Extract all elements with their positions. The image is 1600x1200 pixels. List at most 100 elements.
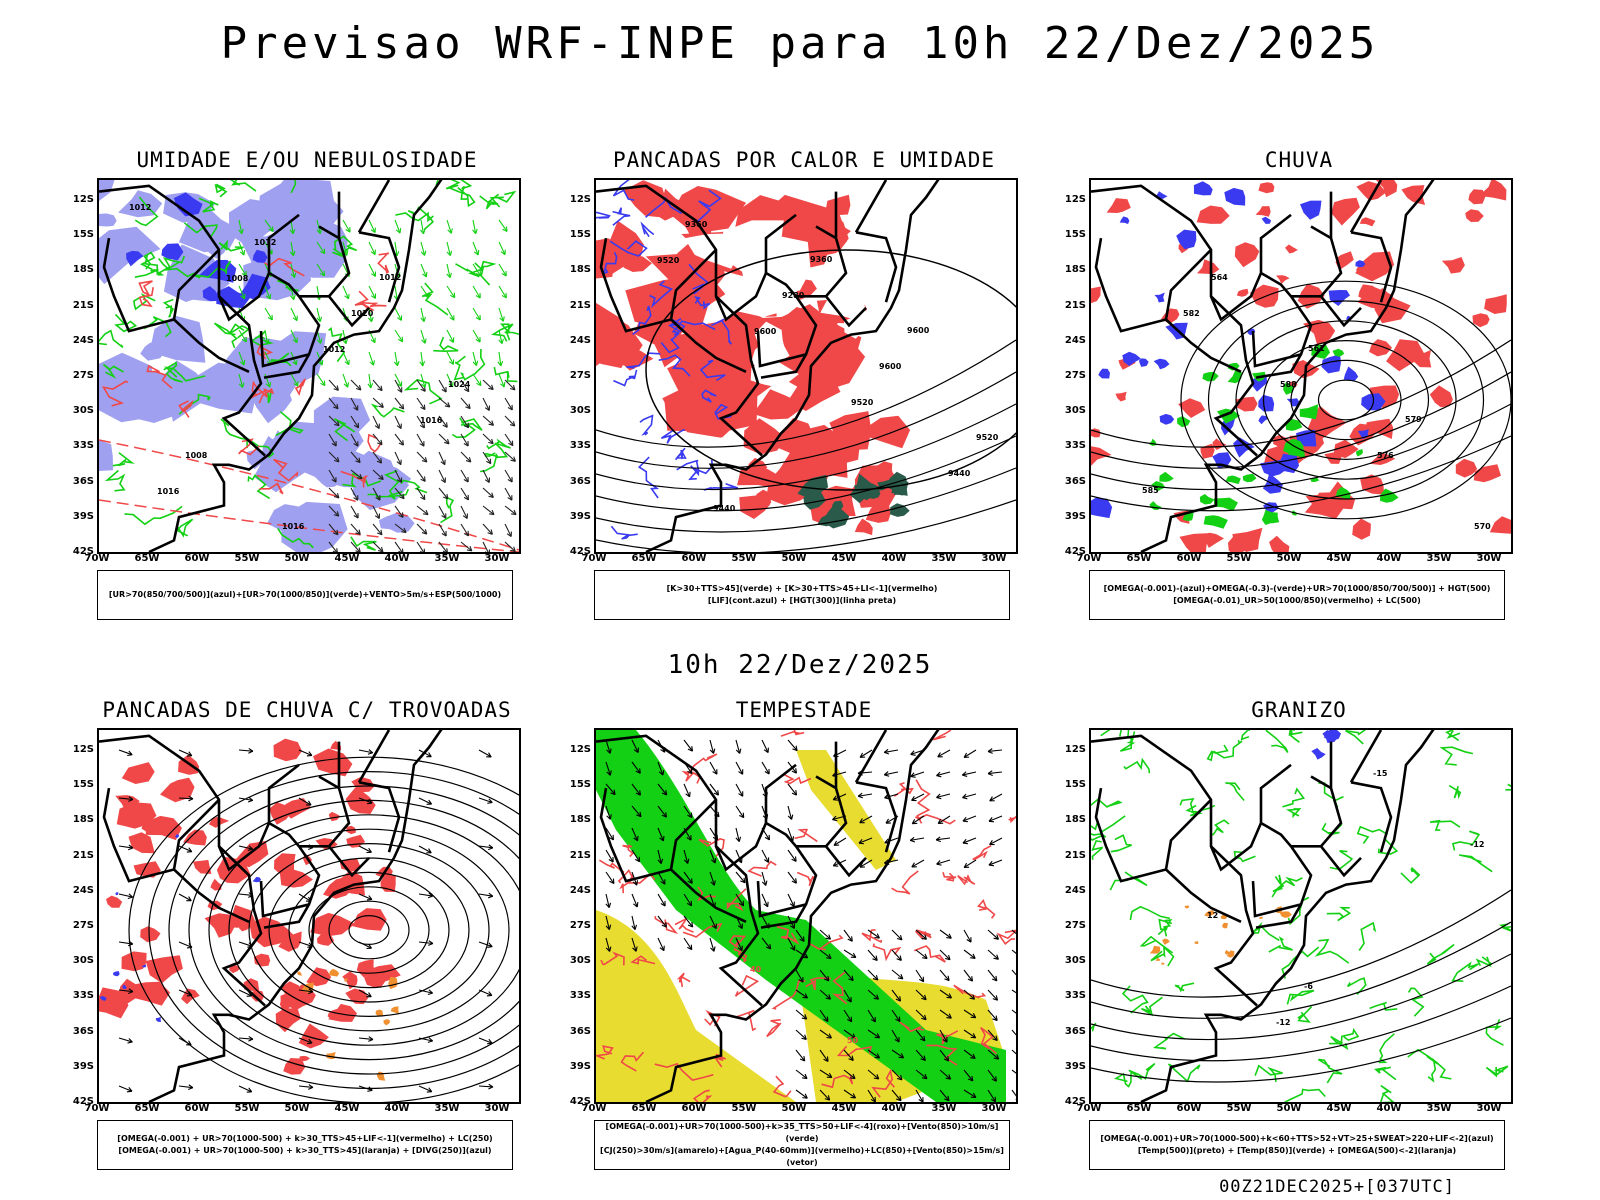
legend-line: [UR>70(850/700/500)](azul)+[UR>70(1000/8…	[108, 590, 502, 599]
country-border	[99, 730, 401, 1007]
thunderstorm-region-red	[283, 1058, 306, 1075]
streamline-arrow	[298, 1084, 314, 1090]
wind-vector	[867, 989, 880, 1000]
geopotential-contour	[1262, 340, 1430, 461]
thickness-contour-red	[294, 378, 306, 396]
temperature-850-contour	[1163, 919, 1173, 937]
streamline-arrow	[478, 892, 494, 899]
longitude-label: 65W	[134, 1103, 160, 1114]
contour-label: 576	[1377, 451, 1394, 460]
precipitable-water-contour	[914, 929, 932, 941]
wind-vector	[328, 415, 340, 427]
wind-vector	[859, 815, 873, 824]
instability-region-red	[854, 518, 873, 536]
rain-region-red	[1429, 385, 1453, 408]
country-border	[596, 730, 898, 1007]
contour-label: 1008	[226, 274, 249, 283]
wind-vector	[843, 949, 857, 959]
wind-vector	[1011, 989, 1016, 994]
wind-vector	[498, 219, 508, 232]
humidity-contour-green	[104, 469, 126, 492]
thunderstorm-region-red	[181, 988, 200, 1005]
wind-vector	[263, 329, 270, 345]
longitude-label: 60W	[681, 1103, 707, 1114]
longitude-label: 70W	[581, 1103, 607, 1114]
longitude-label: 30W	[981, 553, 1007, 564]
humidity-contour-green	[395, 211, 434, 223]
longitude-label: 55W	[234, 553, 260, 564]
wind-vector	[419, 219, 426, 235]
latitude-label: 33S	[1064, 440, 1086, 452]
streamline-arrow	[238, 1035, 254, 1042]
wind-vector	[438, 469, 446, 483]
wind-vector	[460, 451, 472, 463]
wind-vector	[787, 893, 795, 908]
thunderstorm-region-red	[313, 748, 353, 777]
wind-vector	[939, 1069, 952, 1080]
latitude-label: 15S	[1064, 779, 1086, 791]
wind-vector	[987, 929, 999, 940]
latitude-label: 30S	[1064, 405, 1086, 417]
instability-region-red	[802, 424, 849, 465]
wind-vector	[372, 433, 383, 446]
wind-vector	[859, 749, 873, 758]
wind-vector	[1011, 1089, 1016, 1100]
streamline-arrow	[418, 797, 433, 805]
temperature-850-contour	[1407, 1048, 1452, 1080]
precipitable-water-contour	[893, 782, 914, 797]
latitude-label: 24S	[72, 884, 94, 896]
wind-vector	[605, 871, 615, 885]
wind-vector	[482, 415, 495, 426]
wind-vector	[1011, 949, 1016, 954]
wind-vector	[819, 1029, 832, 1039]
humidity-region-blue	[99, 213, 117, 227]
lifted-index-contour	[696, 189, 722, 223]
wind-vector	[350, 487, 359, 501]
rain-region-green	[1216, 408, 1240, 424]
precipitable-water-contour	[783, 773, 812, 785]
humidity-contour-green	[350, 536, 377, 551]
latitude-label: 21S	[72, 849, 94, 861]
streamline	[248, 842, 490, 1018]
temperature-850-contour	[1240, 730, 1251, 741]
country-border	[596, 180, 898, 457]
height-contour	[596, 499, 1016, 552]
streamline	[148, 771, 519, 1089]
wind-vector	[987, 748, 1003, 754]
wind-vector	[843, 929, 853, 942]
wind-vector	[787, 805, 794, 820]
wind-vector	[328, 397, 339, 410]
streamline-arrow	[478, 989, 493, 997]
wind-vector	[316, 373, 326, 387]
instability-region-red	[865, 500, 891, 523]
legend-line: [OMEGA(-0.001)+UR>70(1000-500)+k>35_TTS>…	[605, 1122, 999, 1143]
rain-region-blue	[1193, 181, 1213, 196]
rain-region-green	[1182, 512, 1194, 522]
wind-vector	[963, 969, 974, 982]
wind-vector	[605, 739, 612, 754]
precipitable-water-contour	[861, 929, 883, 944]
wind-vector	[460, 505, 468, 519]
wind-vector	[939, 1089, 950, 1102]
longitude-label: 50W	[284, 1103, 310, 1114]
streamline-arrow	[118, 1085, 133, 1093]
streamline-arrow	[298, 749, 313, 757]
humidity-contour-green	[163, 361, 183, 383]
latitude-label: 15S	[1064, 229, 1086, 241]
temperature-850-contour	[1358, 921, 1377, 951]
wind-vector	[915, 1009, 927, 1021]
geopotential-contour	[1091, 435, 1511, 512]
divergence-region-blue	[155, 1016, 161, 1022]
subtitle-time: 10h 22/Dez/2025	[667, 650, 933, 680]
latitude-label: 30S	[569, 405, 591, 417]
wind-vector	[497, 351, 504, 367]
thunderstorm-region-red	[145, 815, 182, 841]
thickness-contour-red	[138, 280, 153, 298]
thunderstorm-region-red	[121, 951, 147, 972]
lifted-index-contour	[645, 196, 683, 218]
longitude-label: 60W	[184, 1103, 210, 1114]
wind-vector	[963, 989, 976, 1000]
precipitable-water-contour	[776, 925, 800, 945]
wind-vector	[438, 505, 447, 519]
wind-vector	[735, 937, 743, 952]
